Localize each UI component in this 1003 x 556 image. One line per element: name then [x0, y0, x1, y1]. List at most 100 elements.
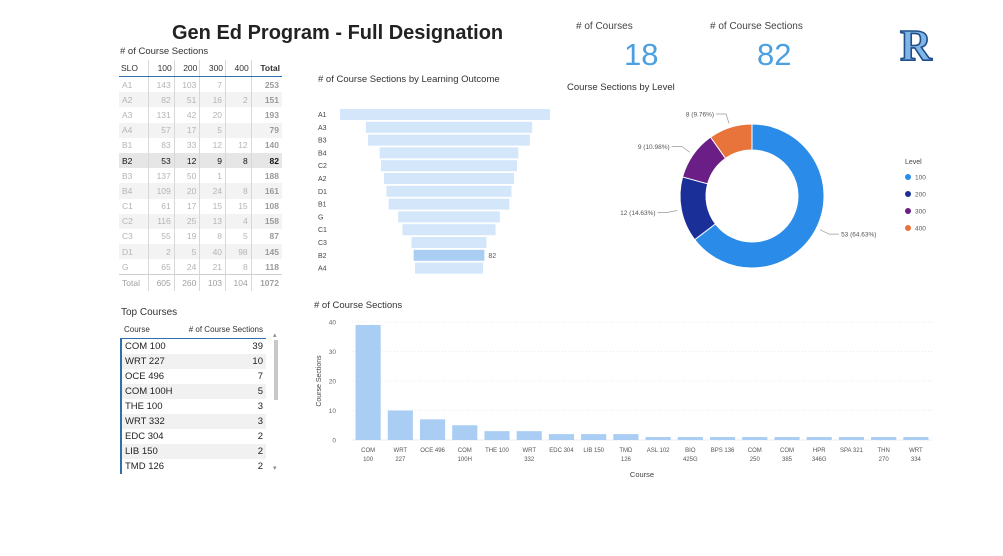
funnel-bar-b2	[413, 249, 485, 261]
matrix-header-300[interactable]: 300	[199, 60, 226, 77]
matrix-slo-cell: C3	[122, 231, 133, 242]
donut-data-label: 8 (9.76%)	[686, 112, 714, 119]
x-tick-label: SPA 321	[840, 448, 864, 454]
top-courses-row[interactable]: THE 100 3	[120, 399, 266, 414]
funnel-bar-b4	[379, 147, 519, 159]
matrix-value-cell: 15	[199, 198, 226, 214]
matrix-value-cell: 20	[199, 107, 226, 123]
x-tick-label: COM	[748, 448, 762, 454]
matrix-row[interactable]: A3 131 42 20 193	[119, 107, 282, 123]
matrix-row[interactable]: B3 137 50 1 188	[119, 168, 282, 184]
matrix-value-cell: 1	[199, 168, 226, 184]
x-tick-label: 100H	[458, 457, 472, 463]
matrix-row[interactable]: A1 143 103 7 253	[119, 76, 282, 93]
matrix-header-slo[interactable]: SLO	[119, 60, 149, 77]
matrix-row[interactable]: A4 57 17 5 79	[119, 122, 282, 138]
x-tick-label: 385	[782, 457, 793, 463]
matrix-value-cell: 109	[148, 183, 175, 199]
top-courses-row[interactable]: TMD 126 2	[120, 459, 266, 474]
matrix-value-cell: 13	[199, 213, 226, 229]
matrix-value-cell	[225, 122, 252, 138]
top-courses-header-sections[interactable]: # of Course Sections	[179, 320, 266, 339]
top-courses-row[interactable]: EDC 304 2	[120, 429, 266, 444]
funnel-bar-g	[398, 211, 500, 223]
course-sections-cell: 2	[257, 461, 263, 472]
x-tick-label: OCE 496	[420, 448, 445, 454]
course-bar	[516, 431, 542, 440]
funnel-data-label: 82	[488, 253, 496, 260]
kpi-sections-label: # of Course Sections	[710, 21, 803, 32]
funnel-category-label: A4	[318, 266, 327, 273]
matrix-slo-cell: A1	[122, 79, 133, 90]
bar-chart-title: # of Course Sections	[314, 300, 403, 311]
matrix-slo-cell: A3	[122, 109, 133, 120]
matrix-row[interactable]: B1 83 33 12 12 140	[119, 137, 282, 153]
matrix-value-cell: 19	[173, 228, 200, 245]
matrix-value-cell: 25	[173, 213, 200, 229]
x-tick-label: HPR	[813, 448, 826, 454]
matrix-row[interactable]: C1 61 17 15 15 108	[119, 198, 282, 214]
matrix-value-cell: 605	[148, 274, 175, 291]
course-sections-cell: 3	[257, 401, 263, 412]
matrix-row[interactable]: D1 2 5 40 98 145	[119, 244, 282, 260]
legend-label-100: 100	[915, 175, 926, 182]
matrix-header-100[interactable]: 100	[148, 60, 175, 77]
x-tick-label: COM	[780, 448, 794, 454]
matrix-row[interactable]: C3 55 19 8 5 87	[119, 228, 282, 245]
top-courses-table: Course # of Course Sections COM 100 39 WRT …	[120, 320, 266, 474]
matrix-value-cell: 9	[199, 152, 226, 169]
top-courses-row[interactable]: COM 100H 5	[120, 384, 266, 399]
matrix-header-400[interactable]: 400	[225, 60, 252, 77]
legend-label-400: 400	[915, 226, 926, 233]
matrix-slo-cell: C2	[119, 213, 149, 229]
legend-title: Level	[905, 159, 922, 166]
x-tick-label: COM	[458, 448, 472, 454]
matrix-value-cell: 143	[148, 76, 175, 93]
scroll-down-icon: ▾	[273, 465, 277, 472]
matrix-row[interactable]: A2 82 51 16 2 151	[119, 92, 282, 108]
matrix-value-cell: 2	[148, 244, 175, 260]
matrix-row[interactable]: C2 116 25 13 4 158	[119, 213, 282, 229]
matrix-value-cell: 8	[225, 259, 252, 275]
donut-legend: Level 100 200 300 400	[905, 159, 926, 233]
course-name-cell: COM 100H	[120, 384, 180, 399]
matrix-value-cell: 158	[250, 213, 282, 229]
top-courses-row[interactable]: LIB 150 2	[120, 444, 266, 459]
matrix-header-200[interactable]: 200	[173, 60, 200, 77]
top-courses-row[interactable]: OCE 496 7	[120, 369, 266, 384]
top-courses-header-course[interactable]: Course	[121, 320, 180, 339]
kpi-courses-label: # of Courses	[576, 21, 633, 32]
dashboard-title: Gen Ed Program - Full Designation	[172, 22, 504, 44]
course-name-cell: LIB 150	[120, 444, 180, 459]
x-tick-label: THN	[877, 448, 889, 454]
matrix-slo-cell: B1	[122, 140, 133, 151]
matrix-total-row[interactable]: Total 605 260 103 104 1072	[119, 274, 282, 291]
course-sections-cell: 7	[257, 371, 263, 382]
funnel-title: # of Course Sections by Learning Outcome	[318, 74, 500, 85]
matrix-value-cell: 55	[148, 228, 175, 245]
x-tick-label: 346G	[812, 457, 827, 463]
course-bar	[871, 437, 897, 440]
top-courses-scrollbar[interactable]: ▴ ▾	[272, 330, 280, 472]
y-tick-label: 40	[329, 320, 337, 327]
matrix-row[interactable]: B4 109 20 24 8 161	[119, 183, 282, 199]
x-tick-label: WRT	[909, 448, 923, 454]
x-tick-label: 425G	[683, 457, 698, 463]
top-courses-row[interactable]: COM 100 39	[120, 338, 266, 354]
matrix-value-cell: 57	[148, 122, 175, 138]
matrix-row[interactable]: B2 53 12 9 8 82	[119, 152, 282, 169]
matrix-value-cell: 137	[148, 168, 175, 184]
matrix-value-cell	[225, 168, 252, 184]
funnel-category-label: C3	[318, 240, 327, 247]
matrix-value-cell: 8	[225, 183, 252, 199]
matrix-header-total[interactable]: Total	[250, 60, 282, 77]
matrix-row[interactable]: G 65 24 21 8 118	[119, 259, 282, 275]
matrix-slo-cell: B2	[119, 152, 149, 169]
funnel-bar-a3	[365, 121, 533, 133]
x-tick-label: 270	[879, 457, 890, 463]
course-sections-cell: 5	[179, 384, 266, 399]
course-bar	[806, 437, 832, 440]
matrix-title: # of Course Sections	[120, 46, 209, 57]
top-courses-row[interactable]: WRT 332 3	[120, 414, 266, 429]
top-courses-row[interactable]: WRT 227 10	[120, 354, 266, 369]
